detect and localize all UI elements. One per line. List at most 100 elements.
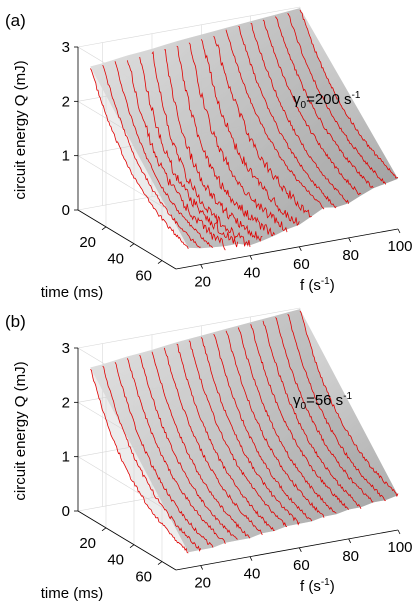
panel-b: 0 1 2 3 20 40 60 20 40 60 80 100 circuit energy Q (m… xyxy=(5,307,413,601)
gamma-annotation: γ0=56 s-1 xyxy=(293,391,353,412)
grid-line xyxy=(77,456,177,516)
energy-trace-f65 xyxy=(213,333,313,522)
time-tick-mark xyxy=(101,527,107,532)
gamma-annotation: γ0=200 s-1 xyxy=(293,90,361,111)
panel-label: (a) xyxy=(5,11,26,30)
energy-trace-f80 xyxy=(250,22,350,204)
energy-surface xyxy=(90,309,399,553)
z-tick-label: 2 xyxy=(62,93,70,110)
grid-line xyxy=(77,155,177,215)
energy-trace-f75 xyxy=(238,26,337,209)
time-axis-line xyxy=(77,510,177,571)
energy-trace-f65 xyxy=(213,35,312,218)
surface-strip xyxy=(102,59,213,249)
f-tick-mark xyxy=(200,264,204,269)
z-tick-label: 1 xyxy=(62,148,70,165)
surface-strip xyxy=(189,335,300,527)
energy-trace-f90 xyxy=(275,317,374,503)
energy-trace-f50 xyxy=(176,343,275,532)
surface-strip xyxy=(102,360,213,550)
time-tick-label: 20 xyxy=(79,234,96,251)
surface-strip xyxy=(115,356,226,548)
surface-strip xyxy=(226,24,337,208)
energy-trace-f25 xyxy=(114,61,214,248)
surface-strip xyxy=(238,21,349,208)
time-axis-line xyxy=(77,209,177,270)
f-tick-label: 60 xyxy=(293,557,310,574)
time-tick-label: 60 xyxy=(135,569,152,586)
f-axis-label: f (s-1) xyxy=(300,276,335,294)
time-tick-mark xyxy=(129,243,135,248)
time-tick-label: 20 xyxy=(79,535,96,552)
energy-trace-f90 xyxy=(274,16,374,189)
grid-line xyxy=(77,307,301,349)
surface-strip xyxy=(115,55,226,248)
energy-trace-f30 xyxy=(126,358,226,545)
energy-trace-f35 xyxy=(139,354,238,540)
surface-strip xyxy=(213,328,324,522)
surface-strip xyxy=(164,342,275,534)
f-tick-label: 20 xyxy=(194,575,211,592)
energy-trace-f80 xyxy=(250,324,350,510)
z-axis-label: circuit energy Q (mJ) xyxy=(12,60,29,199)
f-tick-mark xyxy=(348,237,352,243)
time-tick-mark xyxy=(157,561,163,565)
energy-trace-f15 xyxy=(89,68,189,250)
f-tick-label: 80 xyxy=(342,247,359,264)
f-tick-label: 100 xyxy=(387,238,412,255)
surface-strip xyxy=(176,338,287,531)
f-tick-mark xyxy=(298,246,302,251)
surface-strip xyxy=(90,63,201,249)
surface-strip xyxy=(250,319,361,510)
f-tick-label: 80 xyxy=(342,548,359,565)
energy-trace-f15 xyxy=(90,369,189,554)
energy-trace-f35 xyxy=(139,56,239,248)
surface-strip xyxy=(90,364,201,553)
energy-trace-f100 xyxy=(299,310,399,498)
f-tick-label: 60 xyxy=(293,256,310,273)
grid-line xyxy=(77,6,301,48)
energy-trace-f70 xyxy=(225,29,325,210)
z-tick-label: 0 xyxy=(62,503,70,520)
f-tick-mark xyxy=(397,529,401,535)
surface-strip xyxy=(287,309,398,501)
axes xyxy=(74,46,401,270)
time-tick-mark xyxy=(101,226,107,231)
surface-strip xyxy=(263,315,374,508)
z-tick-label: 3 xyxy=(62,340,70,357)
energy-trace-f85 xyxy=(262,320,362,509)
z-tick-label: 1 xyxy=(62,449,70,466)
time-axis-label: time (ms) xyxy=(41,284,104,301)
panel-label: (b) xyxy=(5,312,26,331)
f-tick-mark xyxy=(249,255,253,260)
f-axis-line xyxy=(175,529,399,571)
f-tick-mark xyxy=(348,538,352,544)
f-axis-label: f (s-1) xyxy=(300,577,335,595)
energy-trace-f100 xyxy=(299,9,399,179)
time-tick-label: 40 xyxy=(107,552,124,569)
f-axis-line xyxy=(175,228,399,270)
surface-strip xyxy=(127,52,238,247)
time-axis-label: time (ms) xyxy=(41,585,104,601)
surface-strip xyxy=(164,41,275,241)
energy-traces xyxy=(89,9,399,251)
surface-strip xyxy=(201,332,312,524)
energy-trace-f30 xyxy=(126,60,226,251)
f-tick-mark xyxy=(397,228,401,234)
f-tick-mark xyxy=(298,547,302,552)
surface-strip xyxy=(226,325,337,517)
f-tick-label: 40 xyxy=(244,566,261,583)
surface-strip xyxy=(213,27,324,217)
energy-trace-f40 xyxy=(151,351,251,539)
energy-trace-f20 xyxy=(102,64,201,248)
energy-trace-f45 xyxy=(163,347,263,536)
energy-trace-f75 xyxy=(237,327,337,514)
surface-strip xyxy=(275,312,386,503)
energy-trace-f25 xyxy=(114,361,214,548)
energy-trace-f85 xyxy=(262,19,362,196)
surface-strip xyxy=(139,349,250,541)
f-tick-mark xyxy=(200,565,204,570)
energy-trace-f55 xyxy=(188,340,288,528)
time-tick-label: 60 xyxy=(135,268,152,285)
